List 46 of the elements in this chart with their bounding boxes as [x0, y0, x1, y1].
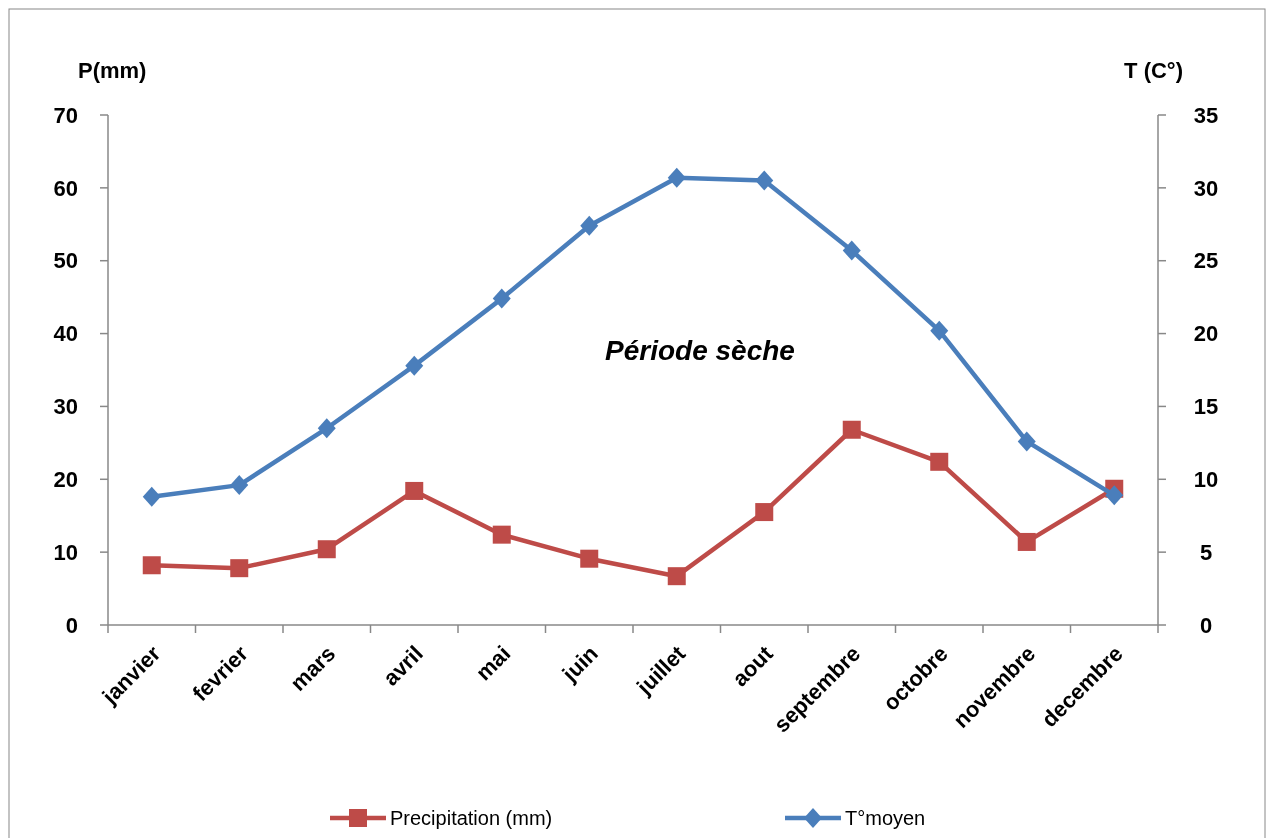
y-tick-label: 60 [53, 175, 78, 201]
point [1017, 532, 1036, 551]
point [580, 215, 599, 236]
point [755, 170, 774, 191]
point [492, 525, 511, 544]
x-tick-label: juin [556, 640, 603, 687]
y2-tick-label: 15 [1193, 394, 1219, 420]
legend-label: T°moyen [845, 807, 926, 829]
y-tick-label: 40 [53, 321, 78, 347]
legend-label: Precipitation (mm) [390, 807, 553, 829]
y2-tick-label: 20 [1193, 321, 1219, 347]
point [755, 503, 774, 522]
point [1105, 485, 1124, 506]
y2-axis-title: T (C°) [1124, 58, 1183, 83]
y-tick-label: 0 [65, 612, 78, 638]
point [667, 567, 686, 586]
y2-tick-label: 5 [1199, 539, 1213, 565]
point [930, 452, 949, 471]
y-tick-label: 20 [53, 466, 78, 492]
y2-tick-label: 10 [1193, 466, 1219, 492]
point [230, 475, 249, 496]
annotation: Période sèche [605, 335, 795, 366]
point [405, 481, 424, 500]
point [1017, 431, 1036, 452]
point [405, 355, 424, 376]
point [317, 418, 336, 439]
point [667, 167, 686, 188]
point [842, 420, 861, 439]
y-tick-label: 10 [53, 539, 78, 565]
y2-tick-label: 30 [1193, 175, 1219, 201]
point [142, 486, 161, 507]
point [492, 288, 511, 309]
y-axis-title: P(mm) [78, 58, 147, 83]
y2-tick-label: 0 [1199, 612, 1213, 638]
point [317, 540, 336, 559]
x-tick-label: mai [470, 640, 516, 686]
point [142, 556, 161, 575]
point [842, 240, 861, 261]
y2-tick-label: 35 [1193, 102, 1219, 128]
y-tick-label: 50 [53, 248, 78, 274]
point [580, 549, 599, 568]
y-tick-label: 70 [53, 102, 78, 128]
y-tick-label: 30 [53, 394, 78, 420]
point [230, 559, 249, 578]
point [930, 320, 949, 341]
y2-tick-label: 25 [1193, 248, 1219, 274]
